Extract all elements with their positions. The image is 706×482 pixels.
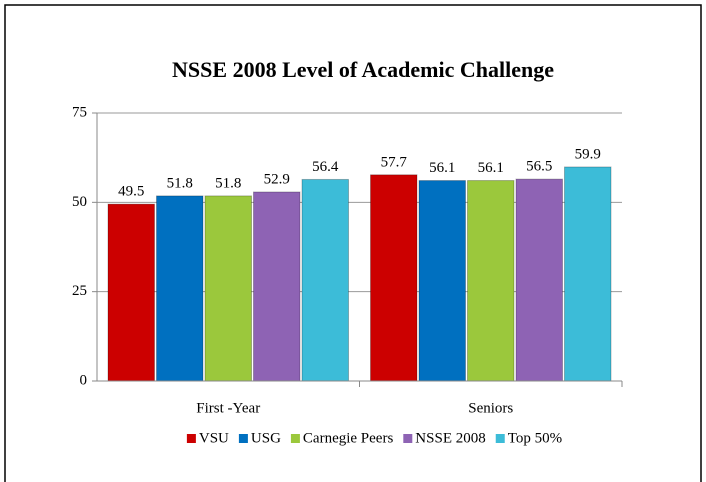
legend-label: Carnegie Peers (303, 430, 394, 446)
value-label: 49.5 (118, 184, 144, 200)
y-tick-label: 0 (80, 372, 88, 388)
bar (107, 203, 155, 382)
value-label: 56.1 (478, 160, 504, 176)
value-label: 59.9 (575, 146, 601, 162)
value-label: 56.4 (312, 159, 339, 175)
legend-label: VSU (199, 430, 229, 446)
legend-label: Top 50% (508, 430, 562, 446)
bar (301, 178, 349, 382)
x-tick-label: First -Year (196, 400, 260, 416)
bar (418, 180, 466, 382)
legend-label: USG (251, 430, 281, 446)
bar (156, 195, 204, 382)
bar (515, 178, 563, 382)
value-label: 51.8 (215, 175, 241, 191)
legend-swatch (495, 434, 505, 443)
value-label: 56.5 (526, 159, 552, 175)
y-tick-label: 25 (72, 283, 87, 299)
chart-title: NSSE 2008 Level of Academic Challenge (172, 57, 554, 82)
bar (370, 174, 418, 382)
value-label: 57.7 (381, 154, 408, 170)
value-label: 51.8 (167, 175, 193, 191)
legend-swatch (403, 434, 413, 443)
value-label: 52.9 (264, 171, 290, 187)
legend-label: NSSE 2008 (415, 430, 485, 446)
bar (564, 166, 612, 382)
legend-swatch (238, 434, 248, 443)
bar (253, 191, 301, 382)
bar (204, 195, 252, 382)
legend-swatch (290, 434, 300, 443)
y-tick-label: 50 (72, 194, 87, 210)
x-tick-label: Seniors (468, 400, 513, 416)
frame (4, 4, 702, 482)
value-label: 56.1 (429, 160, 455, 176)
legend-swatch (186, 434, 196, 443)
bar (467, 180, 515, 382)
y-tick-label: 75 (72, 104, 87, 120)
